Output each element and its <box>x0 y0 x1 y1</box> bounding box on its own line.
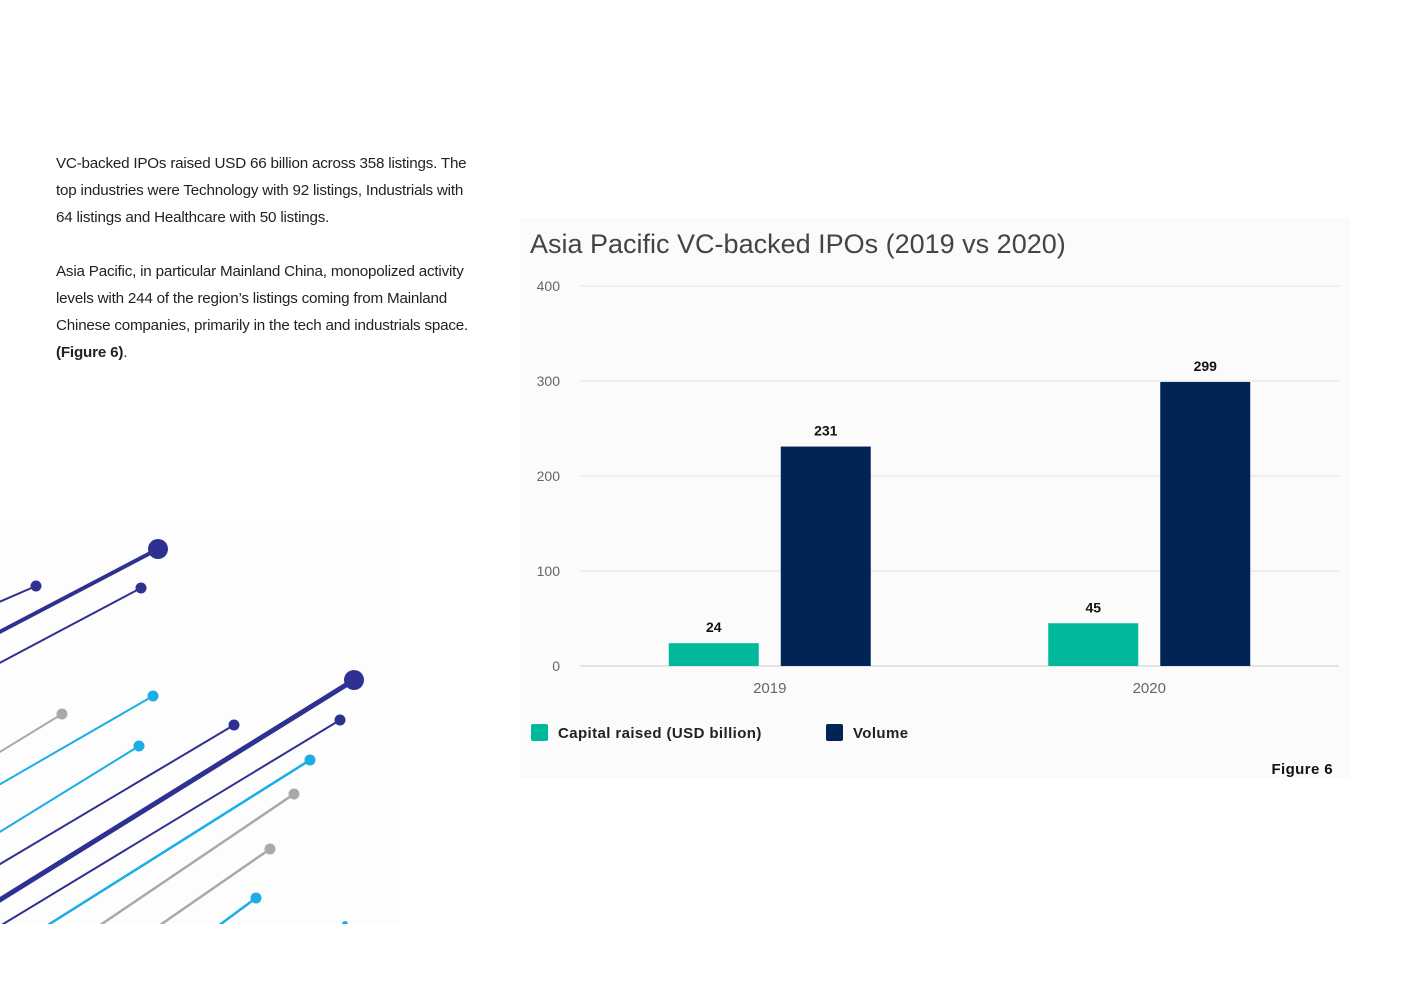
deco-line <box>0 724 235 866</box>
deco-line <box>0 695 154 786</box>
y-tick-label: 100 <box>537 563 561 579</box>
x-tick-label: 2020 <box>1133 680 1166 697</box>
deco-dot <box>250 892 262 904</box>
x-tick-label: 2019 <box>753 680 786 697</box>
deco-line <box>0 745 140 834</box>
deco-dot <box>344 670 364 690</box>
deco-line <box>0 547 160 635</box>
y-tick-label: 0 <box>552 658 560 674</box>
intro-paragraph-1: VC-backed IPOs raised USD 66 billion acr… <box>56 155 467 226</box>
x-axis: 2019 2020 <box>753 680 1166 697</box>
data-label: 45 <box>1085 599 1101 615</box>
deco-dot <box>342 921 348 924</box>
deco-dot <box>228 719 240 731</box>
y-tick-label: 200 <box>537 468 561 484</box>
deco-dot <box>147 690 159 702</box>
deco-dot <box>288 788 300 800</box>
deco-line <box>0 677 357 903</box>
bar-capital-2019 <box>668 643 759 666</box>
legend-label: Volume <box>853 725 908 742</box>
deco-dot <box>56 708 68 720</box>
figure-reference: (Figure 6) <box>56 344 124 361</box>
deco-line <box>159 847 272 924</box>
bar-volume-2019 <box>780 446 871 666</box>
deco-dot <box>264 843 276 855</box>
deco-line <box>0 585 37 603</box>
bars: 24 231 45 299 <box>668 358 1251 666</box>
deco-dot <box>148 539 168 559</box>
y-tick-label: 400 <box>537 278 561 294</box>
deco-dot <box>30 580 42 592</box>
legend-swatch-volume <box>826 724 843 741</box>
y-tick-label: 300 <box>537 373 561 389</box>
bar-volume-2020 <box>1160 381 1251 666</box>
deco-dot <box>135 582 147 594</box>
chart-title: Asia Pacific VC-backed IPOs (2019 vs 202… <box>530 229 1066 259</box>
legend-swatch-capital <box>531 724 548 741</box>
intro-paragraph-2-text: Asia Pacific, in particular Mainland Chi… <box>56 263 469 334</box>
deco-line <box>1 719 341 924</box>
data-label: 299 <box>1194 358 1218 374</box>
deco-line <box>99 792 296 924</box>
deco-line <box>0 587 142 664</box>
data-label: 24 <box>706 619 722 635</box>
data-label: 231 <box>814 423 838 439</box>
intro-paragraph-2-end: . <box>123 344 128 361</box>
deco-dot <box>304 754 316 766</box>
intro-paragraph-2: Asia Pacific, in particular Mainland Chi… <box>56 258 471 366</box>
chart-legend: Capital raised (USD billion) Volume <box>531 724 908 742</box>
deco-dot <box>334 714 346 726</box>
legend-label: Capital raised (USD billion) <box>558 725 762 742</box>
deco-line <box>47 758 312 924</box>
bar-chart: Asia Pacific VC-backed IPOs (2019 vs 202… <box>530 229 1339 742</box>
deco-line <box>218 896 258 924</box>
intro-text: VC-backed IPOs raised USD 66 billion acr… <box>56 150 471 393</box>
bar-capital-2020 <box>1048 623 1139 666</box>
deco-line <box>0 713 63 754</box>
decorative-lines-graphic <box>0 520 400 924</box>
y-axis: 0 100 200 300 400 <box>537 278 561 674</box>
deco-dot <box>133 740 145 752</box>
figure-label: Figure 6 <box>1271 761 1333 778</box>
